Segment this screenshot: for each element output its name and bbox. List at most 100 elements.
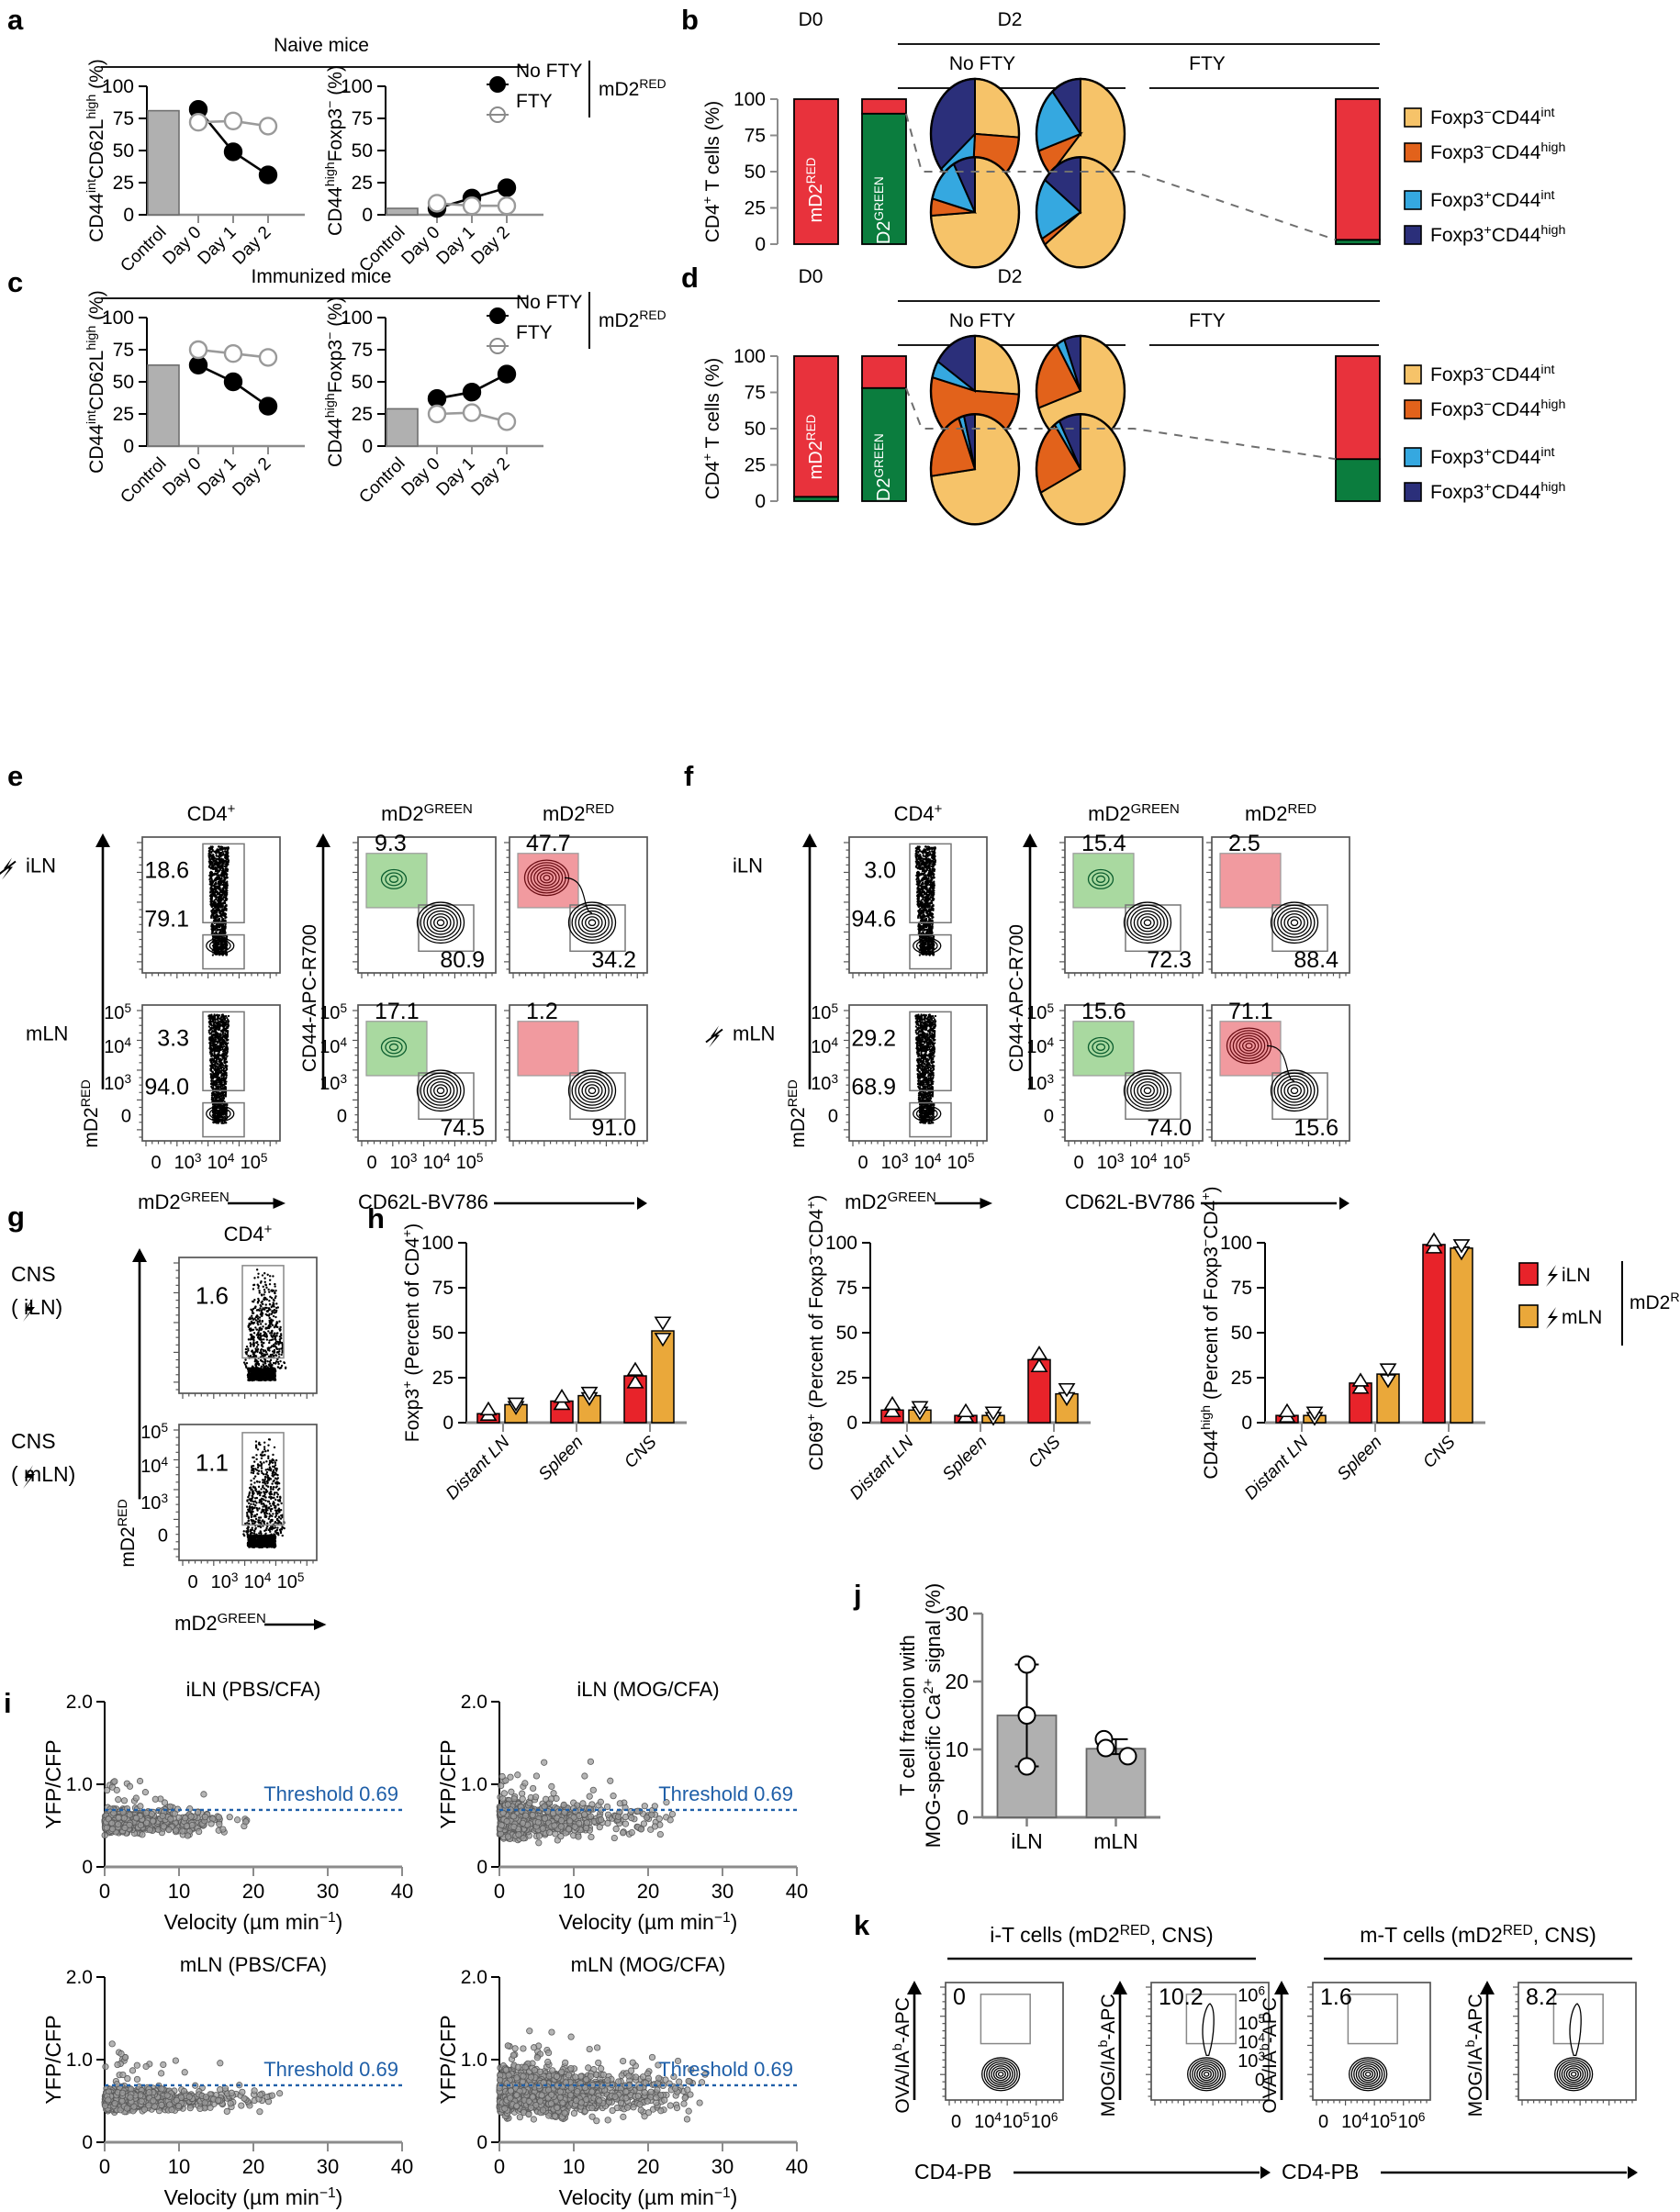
- gate-quadrant-shaded: [1219, 853, 1282, 909]
- control-bar: [147, 364, 180, 447]
- panel-letter-h: h: [367, 1202, 385, 1234]
- data-point: [462, 196, 482, 216]
- y-tick-label: 50: [352, 140, 373, 162]
- row-label-iLN: iLN: [26, 854, 56, 877]
- data-point: [497, 364, 517, 384]
- legend-label: Foxp3+CD44high: [1430, 223, 1565, 246]
- gate-value-bottom: 91.0: [591, 1115, 636, 1141]
- chart-d: 0 25 50 75 100 CD4+ T cells (%) mD2RED mD2GREEN: [693, 334, 1418, 526]
- gate-value-bottom: 88.4: [1294, 947, 1338, 973]
- scatter-points: [101, 1777, 251, 1839]
- data-point-marker: [1030, 1357, 1048, 1373]
- y-axis-label-mid: CD44-APC-R700: [299, 924, 320, 1072]
- panel-a-legend: [487, 72, 689, 136]
- lightning-icon: [23, 1465, 35, 1489]
- y-tick-label: 0: [158, 1525, 168, 1546]
- pie-b-noFTY-bottom: [929, 156, 1021, 269]
- y-tick-label: 0: [476, 2132, 487, 2153]
- x-tick-label: 20: [637, 2155, 659, 2178]
- gate-bottom: [909, 933, 952, 970]
- data-point: [427, 194, 447, 213]
- x-tick-label: iLN: [1011, 1829, 1043, 1853]
- data-point: [188, 340, 208, 360]
- bar-label-mD2GREEN: mD2GREEN: [872, 433, 895, 517]
- density-contour-green: [380, 868, 408, 889]
- group-title-0: i-T cells (mD2RED, CNS): [990, 1923, 1213, 1948]
- gate-quadrant-shaded: [365, 1021, 428, 1077]
- data-point: [427, 404, 447, 424]
- data-point: [188, 113, 208, 132]
- y-tick-label: 2.0: [66, 1967, 93, 1988]
- data-point-marker: [580, 1386, 599, 1402]
- y-tick-label: 104: [1238, 2030, 1265, 2053]
- group-title-1: m-T cells (mD2RED, CNS): [1360, 1923, 1596, 1948]
- y-tick-label: 106: [1238, 1983, 1265, 2006]
- y-tick-label: 75: [432, 1278, 454, 1299]
- y-tick-label: 25: [352, 173, 373, 194]
- stack-segment-red: [793, 98, 839, 245]
- y-tick-label: 105: [319, 1000, 347, 1023]
- y-tick-label: 10: [945, 1737, 969, 1761]
- x-tick-label: 20: [637, 1880, 659, 1903]
- row-label-mLN: mLN: [26, 1022, 68, 1045]
- data-point: [258, 165, 278, 184]
- x-axis-label-1: CD4-PB: [1282, 2160, 1359, 2184]
- y-tick-label: 0: [337, 1106, 347, 1126]
- y-tick-label: 0: [755, 491, 766, 512]
- row-label-source: ( iLN): [11, 1295, 62, 1319]
- bar-label-mD2RED: mD2RED: [804, 157, 827, 222]
- gate-value-top: 3.0: [864, 857, 896, 883]
- panel-c-title-rule: [101, 297, 528, 299]
- gate-quadrant-shaded: [365, 853, 428, 909]
- x-tick-label: mLN: [1093, 1829, 1138, 1853]
- gate-value-bottom: 94.6: [851, 907, 896, 933]
- x-tick-label: Day 1: [433, 223, 479, 269]
- x-tick-label: 105: [1002, 2110, 1030, 2133]
- x-tick-label: 20: [242, 2155, 264, 2178]
- data-point: [497, 196, 517, 216]
- y-tick-label: 75: [745, 126, 766, 147]
- gate-bottom: [909, 1101, 952, 1138]
- x-tick-label: Day 0: [160, 223, 206, 269]
- x-tick-label: 0: [951, 2112, 961, 2132]
- panel-c-title: Immunized mice: [251, 266, 392, 287]
- x-tick-label: 0: [187, 1572, 197, 1592]
- row-label-cns: CNS: [11, 1429, 56, 1453]
- data-point: [497, 178, 517, 197]
- x-tick-label: Day 1: [433, 454, 479, 500]
- panel-b-d2-rule: [898, 43, 1380, 45]
- scatter-points: [496, 1758, 677, 1847]
- gate-value-top: 71.1: [1228, 999, 1273, 1024]
- gate-top: [202, 843, 245, 923]
- gate-box: [980, 1994, 1031, 2045]
- panel-letter-j: j: [854, 1579, 862, 1611]
- density-contour: [206, 1105, 235, 1123]
- y-axis-label: OVA/IAb-APC: [1258, 1997, 1281, 2114]
- x-axis-label-left: mD2GREEN: [138, 1190, 230, 1214]
- gate-value: 10.2: [1159, 1984, 1204, 2010]
- stack-segment-red: [1335, 98, 1381, 241]
- col-title-mD2RED: mD2RED: [543, 801, 614, 826]
- x-tick-label: Day 0: [398, 223, 444, 269]
- y-axis-label: YFP/CFP: [436, 2015, 460, 2104]
- legend-swatch-blue_light: [1404, 447, 1422, 467]
- mD2-text-c: mD2: [599, 310, 640, 331]
- x-tick-label: 103: [881, 1151, 909, 1174]
- flow-panel-g: CD4+ mD2RED CNS( iLN) 1.6 CNS( mLN) 1.1 105 104…: [0, 1212, 514, 1635]
- data-point: [497, 412, 517, 431]
- y-tick-label: 50: [836, 1323, 857, 1344]
- legend-swatch-blue_light: [1404, 190, 1422, 210]
- data-point-marker: [911, 1401, 929, 1415]
- x-tick-label: Spleen: [535, 1433, 588, 1485]
- bar-iLN-CNS: [1422, 1244, 1446, 1424]
- y-tick-label: 75: [836, 1278, 857, 1299]
- y-tick-label: 1.0: [461, 1774, 487, 1795]
- panel-letter-c: c: [7, 266, 24, 298]
- density-contour-main: [416, 901, 465, 944]
- pie-d-noFTY-bottom: [929, 413, 1021, 526]
- y-axis-label: Foxp3+ (Percent of CD4+): [400, 1223, 423, 1442]
- x-tick-label: 105: [947, 1151, 975, 1174]
- pie-d-FTY-bottom: [1035, 413, 1126, 526]
- x-axis-arrow-mid: [637, 1197, 647, 1210]
- x-tick-label: Day 1: [195, 454, 241, 500]
